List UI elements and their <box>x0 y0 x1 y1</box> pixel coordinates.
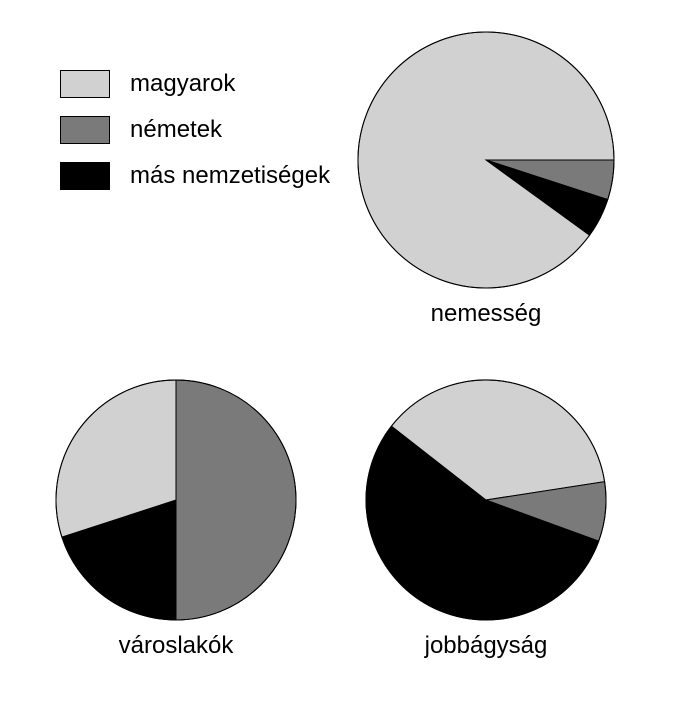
legend-swatch-magyarok <box>60 70 110 98</box>
legend-row-mas-nemzetisegek: más nemzetiségek <box>60 162 330 190</box>
canvas: magyarok németek más nemzetiségek nemess… <box>0 0 677 710</box>
legend-swatch-mas-nemzetisegek <box>60 162 110 190</box>
pie-title-varoslakok: városlakók <box>54 632 298 660</box>
pie-svg-nemesseg <box>356 30 616 290</box>
legend-row-nemetek: németek <box>60 116 330 144</box>
legend-label-mas-nemzetisegek: más nemzetiségek <box>130 162 330 190</box>
legend: magyarok németek más nemzetiségek <box>60 70 330 208</box>
legend-row-magyarok: magyarok <box>60 70 330 98</box>
pie-svg-varoslakok <box>54 378 298 622</box>
pie-slice-varoslakok-nemetek <box>176 380 296 620</box>
pie-chart-jobbagysag: jobbágyság <box>364 378 608 660</box>
legend-label-nemetek: németek <box>130 116 222 144</box>
legend-label-magyarok: magyarok <box>130 70 235 98</box>
pie-slice-nemesseg-magyarok <box>358 32 614 288</box>
pie-chart-varoslakok: városlakók <box>54 378 298 660</box>
pie-chart-nemesseg: nemesség <box>356 30 616 328</box>
pie-svg-jobbagysag <box>364 378 608 622</box>
pie-title-jobbagysag: jobbágyság <box>364 632 608 660</box>
legend-swatch-nemetek <box>60 116 110 144</box>
pie-title-nemesseg: nemesség <box>356 300 616 328</box>
